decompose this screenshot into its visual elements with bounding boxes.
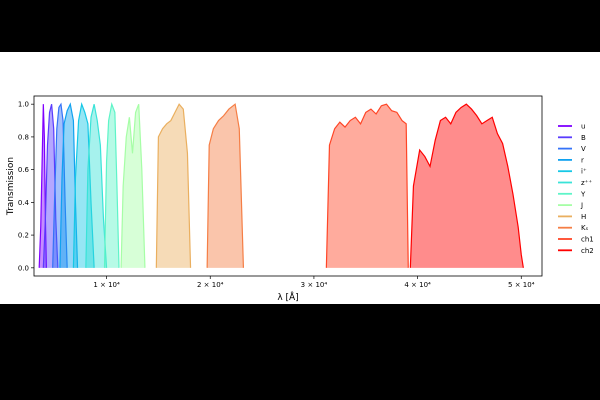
legend-label: ch1 bbox=[581, 236, 594, 244]
legend-label: r bbox=[581, 156, 584, 164]
y-axis: 0.0 0.2 0.4 0.6 0.8 1.0 bbox=[18, 101, 34, 272]
series-fill bbox=[85, 104, 107, 268]
series-fill bbox=[410, 104, 524, 268]
series-9 bbox=[206, 103, 245, 268]
legend-label: z⁺⁺ bbox=[581, 179, 592, 187]
x-tick-label: 3 × 10⁴ bbox=[301, 281, 328, 289]
series-line bbox=[103, 101, 120, 268]
series-fill bbox=[59, 104, 78, 268]
legend-item: H bbox=[558, 213, 586, 221]
series-line bbox=[85, 104, 108, 268]
series-line bbox=[72, 101, 95, 268]
legend-item: r bbox=[558, 156, 584, 164]
series-8 bbox=[155, 103, 192, 268]
legend-label: B bbox=[581, 134, 586, 142]
x-tick-label: 2 × 10⁴ bbox=[197, 281, 224, 289]
series-fill bbox=[121, 104, 145, 268]
legend-item: ch1 bbox=[558, 236, 594, 244]
legend-label: J bbox=[580, 202, 583, 210]
y-tick-label: 0.6 bbox=[18, 166, 30, 174]
legend-label: ch2 bbox=[581, 247, 594, 255]
legend-label: i⁺ bbox=[581, 168, 587, 176]
series-11 bbox=[409, 103, 524, 268]
x-tick-label: 1 × 10⁴ bbox=[93, 281, 120, 289]
series-fill bbox=[73, 104, 95, 268]
legend-item: B bbox=[558, 134, 586, 142]
series-line bbox=[52, 102, 68, 268]
legend-item: z⁺⁺ bbox=[558, 179, 592, 187]
legend-label: V bbox=[581, 145, 586, 153]
figure-background bbox=[0, 52, 600, 304]
legend-item: V bbox=[558, 145, 586, 153]
y-tick-label: 0.8 bbox=[18, 133, 29, 141]
legend-item: Kₛ bbox=[558, 224, 589, 232]
y-tick-label: 0.4 bbox=[18, 199, 30, 207]
legend-label: Kₛ bbox=[581, 224, 589, 232]
series-line bbox=[206, 103, 245, 268]
series-line bbox=[120, 103, 146, 268]
legend-label: u bbox=[581, 123, 585, 131]
y-tick-label: 0.2 bbox=[18, 232, 29, 240]
legend-item: ch2 bbox=[558, 247, 594, 255]
series-line bbox=[325, 103, 409, 268]
series-6 bbox=[103, 101, 120, 268]
series-fill bbox=[326, 104, 409, 268]
x-axis: 1 × 10⁴ 2 × 10⁴ 3 × 10⁴ 4 × 10⁴ 5 × 10⁴ bbox=[93, 276, 535, 289]
series-fill bbox=[207, 104, 244, 268]
series-line bbox=[42, 104, 59, 268]
series-line bbox=[409, 103, 524, 268]
series-5 bbox=[85, 104, 108, 268]
y-axis-label: Transmission bbox=[6, 157, 16, 216]
y-tick-label: 1.0 bbox=[18, 101, 29, 109]
legend-item: Y bbox=[558, 190, 586, 198]
x-tick-label: 5 × 10⁴ bbox=[508, 281, 535, 289]
legend-item: i⁺ bbox=[558, 168, 587, 176]
x-axis-label: λ [Å] bbox=[277, 291, 298, 303]
series-10 bbox=[325, 103, 409, 268]
legend-item: J bbox=[558, 202, 583, 210]
series-line bbox=[155, 103, 192, 268]
legend-label: Y bbox=[580, 190, 586, 198]
legend-item: u bbox=[558, 123, 585, 131]
series-4 bbox=[72, 101, 95, 268]
legend-label: H bbox=[581, 213, 586, 221]
y-tick-label: 0.0 bbox=[18, 264, 29, 272]
series-7 bbox=[120, 103, 146, 268]
x-tick-label: 4 × 10⁴ bbox=[404, 281, 431, 289]
series-fill bbox=[156, 104, 191, 268]
plot-area bbox=[38, 101, 524, 268]
plot-frame bbox=[33, 95, 543, 277]
